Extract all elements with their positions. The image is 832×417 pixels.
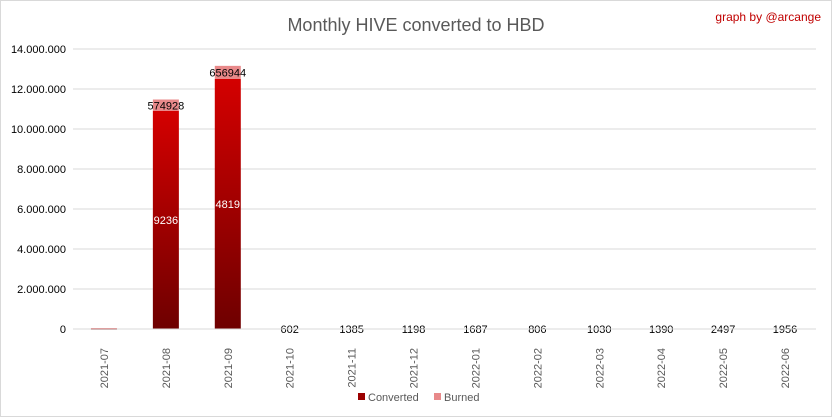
x-tick-label: 2022-01 [470, 348, 482, 388]
chart-credit: graph by @arcange [715, 10, 821, 24]
legend-swatch-burned [434, 393, 441, 400]
data-label-burned: 656944 [209, 67, 246, 79]
x-axis: 2021-07 2021-08 2021-09 2021-10 2021-11 2021-… [73, 328, 816, 388]
data-label-burned: 602 [281, 324, 299, 336]
bars [90, 65, 799, 330]
x-tick-label: 2021-09 [223, 348, 235, 388]
data-label-burned: 806 [528, 324, 546, 336]
data-label-burned: 1956 [773, 324, 797, 336]
x-tick-label: 2022-04 [656, 348, 668, 388]
y-tick-label: 8.000.000 [17, 164, 66, 176]
bar-burned [214, 65, 241, 79]
y-tick-label: 12.000.000 [11, 84, 66, 96]
x-tick-label: 2022-02 [532, 348, 544, 388]
data-label-burned: 574928 [148, 100, 185, 112]
data-label-burned: 1687 [463, 324, 487, 336]
y-tick-label: 14.000.000 [11, 44, 66, 56]
data-label-burned: 1030 [587, 324, 611, 336]
bar-converted [214, 79, 241, 329]
y-axis: 0 2.000.000 4.000.000 6.000.000 8.000.000 10.… [11, 44, 66, 336]
legend-label-burned: Burned [444, 392, 479, 404]
bar-converted [152, 111, 179, 329]
y-tick-label: 10.000.000 [11, 124, 66, 136]
legend-label-converted: Converted [368, 392, 419, 404]
x-tick-label: 2021-12 [409, 348, 421, 388]
bar-burned [152, 99, 179, 111]
data-labels: 9236 574928 4819 656944 602 1385 1198 1687 806 10… [148, 67, 798, 336]
y-tick-label: 0 [60, 324, 66, 336]
legend-swatch-converted [358, 393, 365, 400]
x-tick-label: 2022-05 [718, 348, 730, 388]
x-tick-label: 2021-07 [99, 348, 111, 388]
y-tick-label: 4.000.000 [17, 244, 66, 256]
data-label-burned: 2497 [711, 324, 735, 336]
x-tick-label: 2022-03 [594, 348, 606, 388]
y-tick-label: 2.000.000 [17, 284, 66, 296]
data-label-burned: 1198 [402, 324, 426, 336]
gridlines [73, 48, 816, 330]
x-tick-label: 2021-11 [347, 348, 359, 388]
x-tick-label: 2021-08 [161, 348, 173, 388]
data-label-burned: 1390 [649, 324, 673, 336]
data-label-burned: 1385 [339, 324, 363, 336]
legend: Converted Burned [358, 392, 479, 404]
data-label-converted: 4819 [216, 199, 240, 211]
y-tick-label: 6.000.000 [17, 204, 66, 216]
x-tick-label: 2022-06 [780, 348, 792, 388]
x-tick-label: 2021-10 [285, 348, 297, 388]
data-label-converted: 9236 [154, 215, 178, 227]
chart-title: Monthly HIVE converted to HBD [287, 15, 544, 35]
